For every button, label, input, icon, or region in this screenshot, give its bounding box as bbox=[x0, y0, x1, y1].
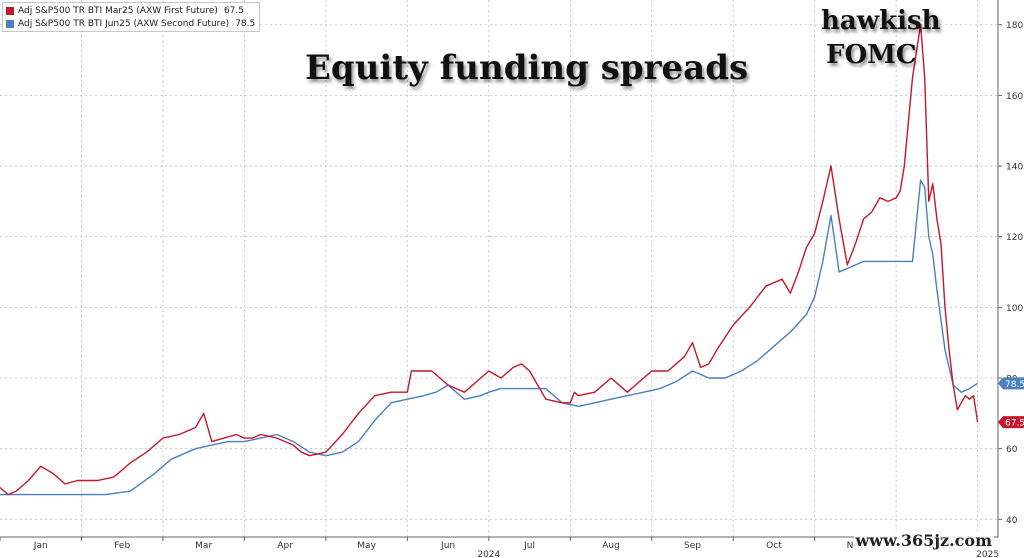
y-tick-label: 120 bbox=[1006, 233, 1023, 243]
y-tick-label: 160 bbox=[1006, 92, 1023, 102]
x-tick-label: May bbox=[357, 541, 376, 551]
last-value-tag-bg bbox=[998, 377, 1024, 390]
x-year-label: 2024 bbox=[477, 550, 500, 558]
series-line-1 bbox=[0, 179, 978, 496]
chart-legend: Adj S&P500 TR BTI Mar25 (AXW First Futur… bbox=[2, 2, 261, 32]
legend-entry-first-future: Adj S&P500 TR BTI Mar25 (AXW First Futur… bbox=[6, 4, 255, 17]
x-tick-label: Apr bbox=[277, 541, 293, 551]
last-value-tag-0: 67.5 bbox=[998, 416, 1024, 429]
legend-swatch-red bbox=[6, 6, 14, 15]
annotation-fomc: FOMC bbox=[826, 40, 917, 70]
legend-label: Adj S&P500 TR BTI Mar25 (AXW First Futur… bbox=[18, 5, 218, 16]
legend-entry-second-future: Adj S&P500 TR BTI Jun25 (AXW Second Futu… bbox=[6, 17, 255, 30]
y-tick-label: 60 bbox=[1006, 445, 1018, 455]
last-value-tag-1: 78.5 bbox=[998, 377, 1024, 390]
y-tick-label: 140 bbox=[1006, 163, 1023, 173]
y-tick-label: 100 bbox=[1006, 304, 1023, 314]
y-tick-label: 40 bbox=[1006, 516, 1018, 526]
watermark: www.365jz.com bbox=[853, 531, 994, 550]
y-tick-label: 180 bbox=[1006, 21, 1023, 31]
legend-label: Adj S&P500 TR BTI Jun25 (AXW Second Futu… bbox=[18, 18, 230, 29]
x-tick-label: Aug bbox=[602, 541, 620, 551]
last-value-tag-label: 78.5 bbox=[1005, 380, 1024, 390]
legend-value: 67.5 bbox=[223, 5, 244, 16]
x-tick-label: Jan bbox=[33, 541, 48, 551]
x-tick-label: Jun bbox=[440, 541, 455, 551]
x-tick-label: Jul bbox=[523, 541, 535, 551]
chart-title: Equity funding spreads bbox=[305, 48, 749, 88]
series-line-0 bbox=[0, 24, 979, 496]
series-lines bbox=[0, 24, 979, 496]
annotation-hawkish: hawkish bbox=[821, 6, 941, 36]
last-value-tag-label: 67.5 bbox=[1005, 419, 1024, 429]
legend-swatch-blue bbox=[6, 19, 14, 28]
x-tick-label: Sep bbox=[684, 541, 701, 551]
x-tick-label: Mar bbox=[195, 541, 212, 551]
legend-value: 78.5 bbox=[235, 18, 256, 29]
last-value-tag-bg bbox=[998, 416, 1024, 429]
x-year-label: 2025 bbox=[976, 550, 999, 558]
x-tick-label: Oct bbox=[766, 541, 782, 551]
x-tick-label: Feb bbox=[114, 541, 130, 551]
